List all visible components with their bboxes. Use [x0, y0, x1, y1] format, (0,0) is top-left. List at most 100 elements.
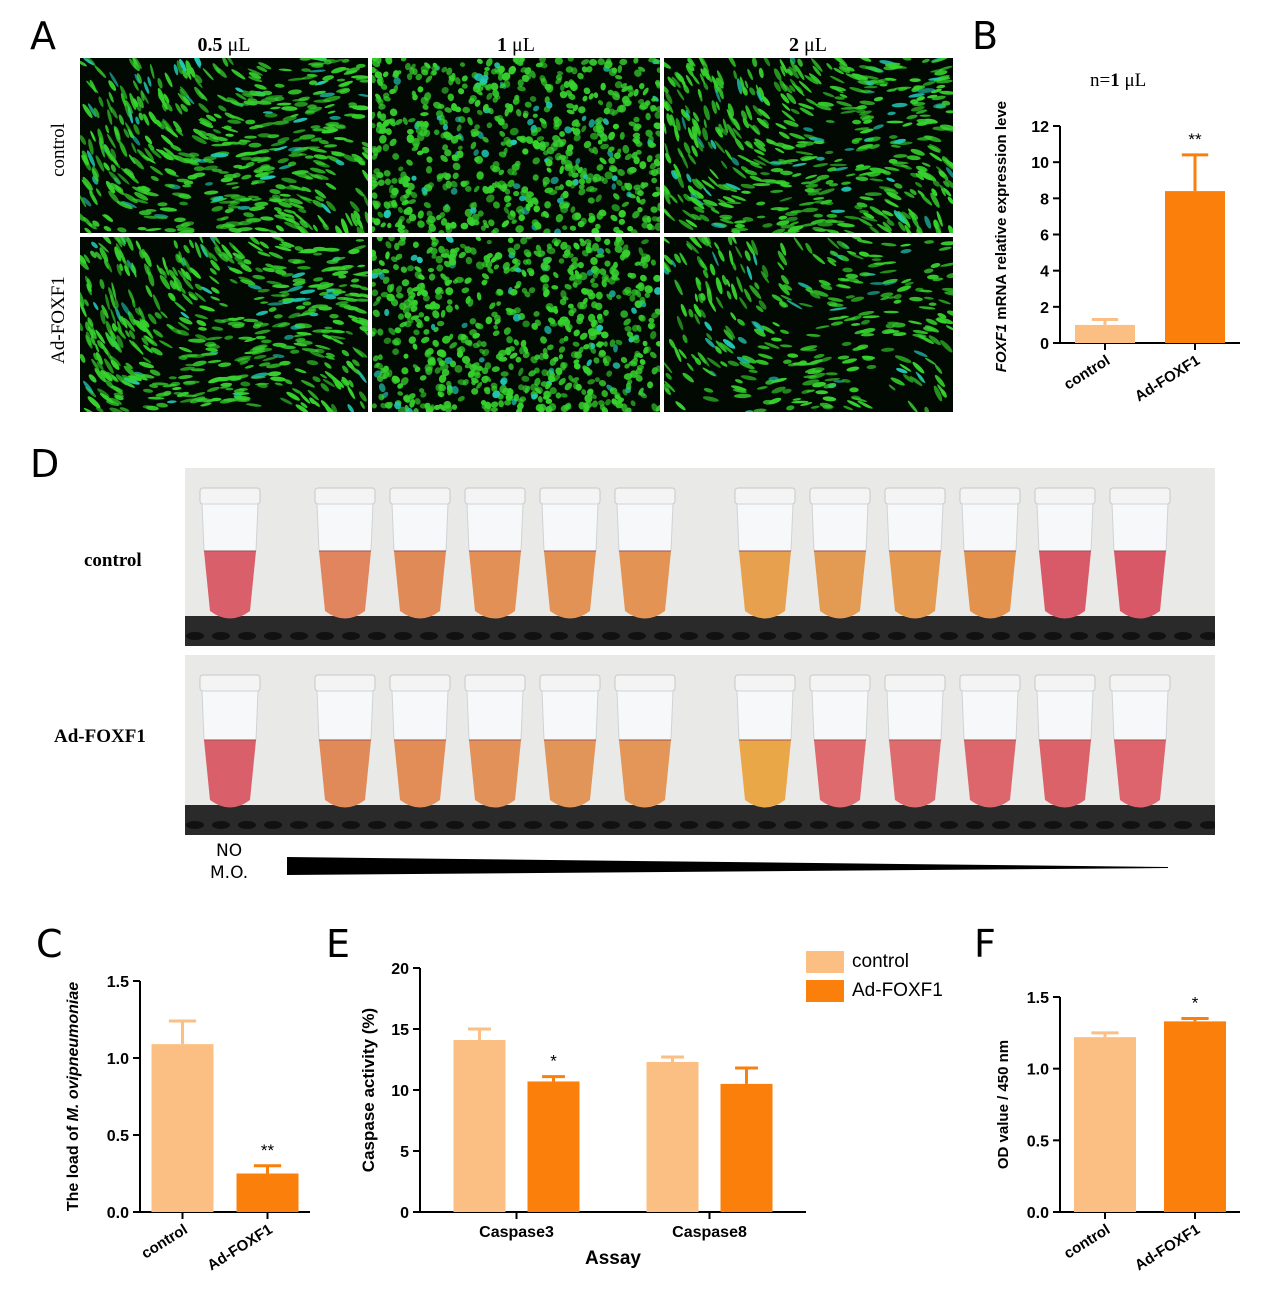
cell	[314, 189, 327, 199]
cell	[826, 257, 837, 263]
cell	[462, 106, 471, 114]
cell	[409, 399, 416, 408]
cell	[602, 118, 609, 125]
rack-hole	[368, 821, 386, 829]
cell	[915, 173, 925, 181]
tube	[734, 487, 796, 619]
cell	[344, 113, 357, 117]
cell	[390, 192, 398, 199]
cell	[604, 260, 611, 267]
cell	[195, 334, 207, 340]
cell	[682, 334, 688, 344]
rack-hole	[784, 821, 802, 829]
cell	[664, 383, 670, 393]
cell	[398, 177, 404, 183]
cell	[194, 283, 203, 291]
cell	[618, 104, 627, 113]
cell	[95, 406, 104, 412]
cell	[719, 218, 734, 224]
cell	[324, 103, 335, 109]
cell	[826, 229, 840, 233]
cell	[372, 122, 376, 129]
tube-body	[616, 503, 674, 552]
cell	[587, 313, 596, 323]
cell	[290, 349, 300, 354]
cell	[243, 318, 259, 323]
cell	[756, 90, 763, 103]
cell	[380, 291, 389, 298]
rack-hole	[394, 632, 412, 640]
tube-liquid	[319, 740, 371, 808]
cell	[699, 309, 706, 318]
cell	[411, 175, 417, 181]
cell	[404, 199, 410, 205]
cell	[941, 187, 946, 197]
tube	[959, 487, 1021, 619]
cell	[106, 98, 113, 114]
cell	[880, 347, 895, 352]
cell	[882, 278, 898, 284]
cell	[525, 136, 534, 144]
cell	[893, 294, 902, 300]
cell	[416, 282, 425, 290]
cell	[867, 136, 881, 142]
cell	[618, 209, 626, 218]
cell	[561, 362, 568, 369]
cell	[794, 64, 805, 80]
cell	[540, 262, 549, 270]
cell	[861, 75, 879, 80]
cell	[212, 129, 222, 134]
tube-body	[736, 503, 794, 552]
cell	[456, 106, 462, 112]
tube-cap	[314, 674, 376, 692]
cell	[740, 183, 756, 189]
cell	[786, 68, 793, 76]
cell	[382, 71, 389, 78]
cell	[258, 62, 272, 70]
tube-liquid	[544, 551, 596, 619]
cell	[444, 107, 453, 113]
cell	[98, 242, 109, 253]
cell	[183, 277, 194, 290]
cell	[696, 136, 705, 149]
cell	[326, 200, 336, 212]
cell	[501, 122, 509, 130]
cell	[155, 392, 171, 397]
cell	[160, 134, 174, 146]
y-tick-label: 2	[1040, 300, 1049, 317]
cell	[224, 112, 236, 119]
cell	[668, 338, 676, 349]
cell	[605, 399, 611, 406]
cell	[511, 219, 517, 224]
cell	[631, 335, 640, 344]
cell	[812, 290, 829, 297]
cell	[569, 180, 576, 189]
cell	[204, 190, 219, 195]
cell	[639, 198, 646, 205]
cell	[827, 237, 840, 249]
cell	[945, 178, 953, 189]
cell	[849, 387, 859, 393]
cell	[467, 117, 473, 126]
cell	[210, 152, 229, 158]
cell	[642, 340, 648, 347]
cell	[787, 362, 800, 367]
cell	[163, 93, 170, 104]
panel-letter-e: E	[326, 922, 351, 966]
cell	[494, 252, 503, 260]
cell	[455, 116, 461, 123]
cell	[532, 140, 540, 148]
tube	[614, 487, 676, 619]
cell	[440, 363, 449, 372]
cell	[375, 93, 381, 100]
cell	[532, 113, 538, 118]
cell	[119, 407, 130, 412]
cell	[563, 202, 570, 209]
cell	[173, 275, 183, 289]
cell	[490, 407, 498, 412]
cell	[943, 180, 950, 188]
cell	[816, 174, 830, 180]
cell	[481, 74, 489, 81]
cell	[521, 375, 530, 382]
cell	[558, 258, 565, 264]
